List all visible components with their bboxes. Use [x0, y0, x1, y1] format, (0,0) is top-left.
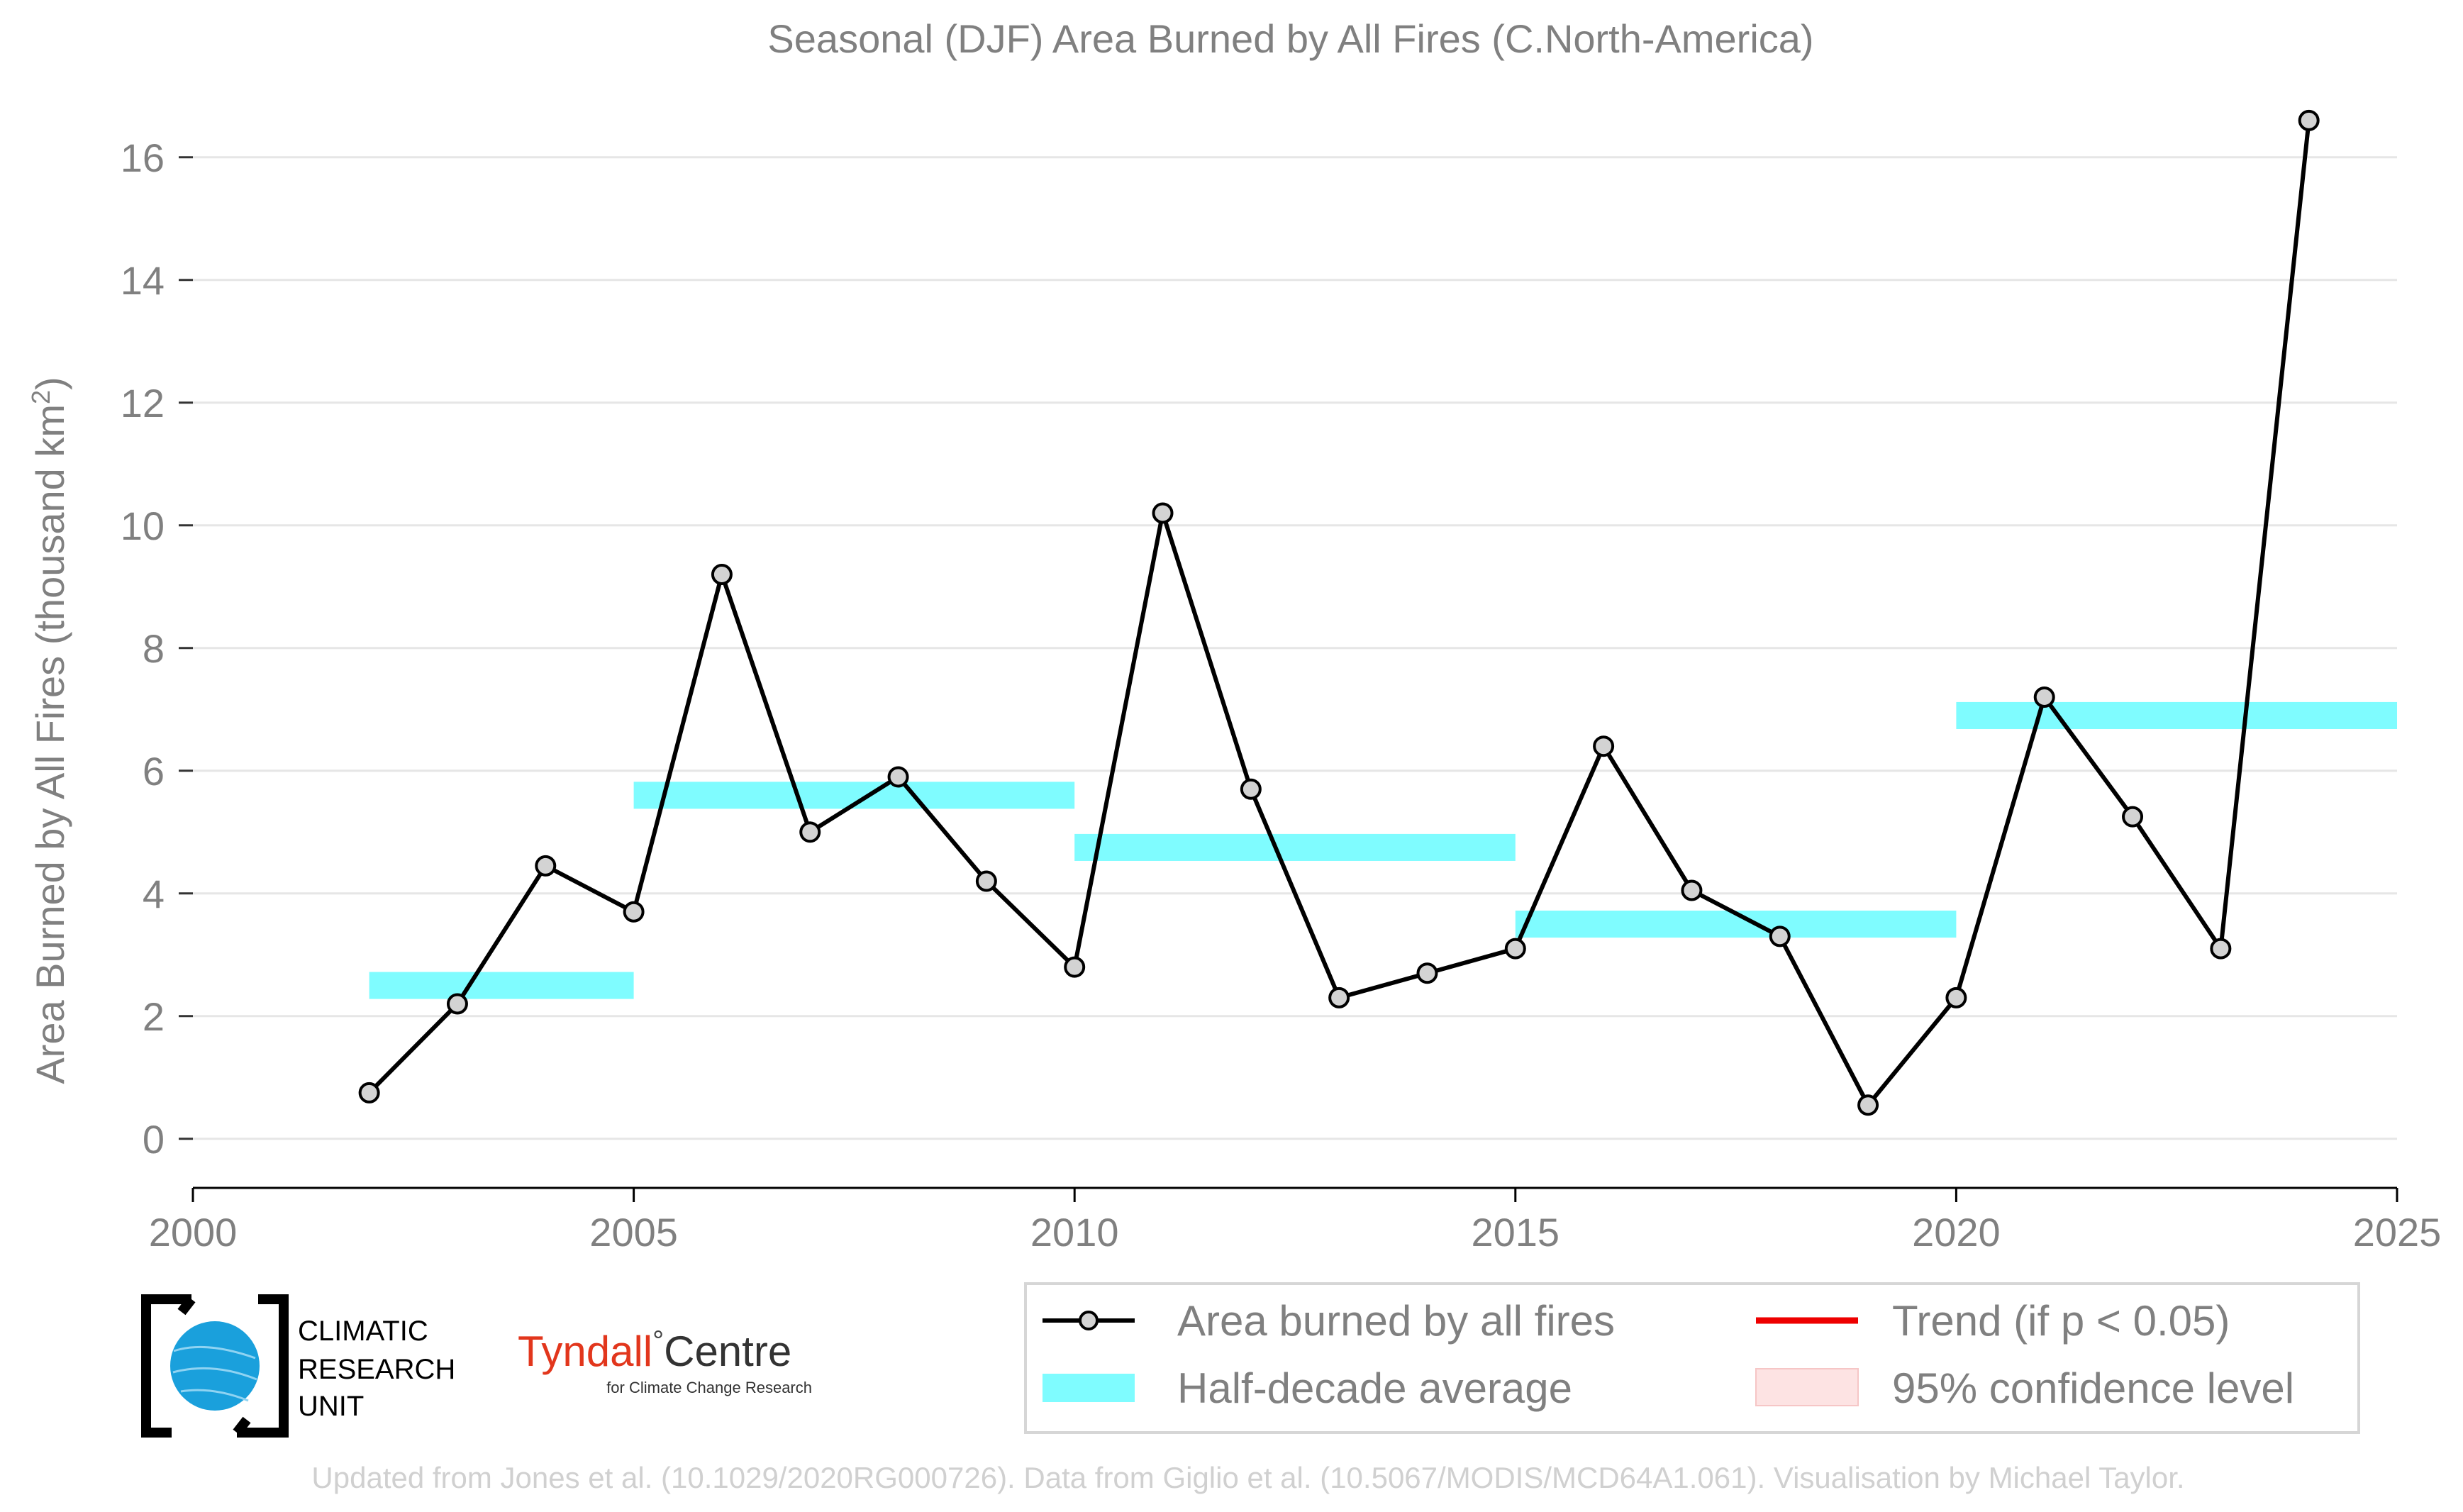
cru-text-line2: RESEARCH [298, 1354, 455, 1385]
legend-ci-icon [1755, 1368, 1859, 1406]
data-point [2298, 109, 2320, 131]
half-decade-bar [369, 972, 634, 999]
data-point [358, 1082, 380, 1104]
cru-text-line1: CLIMATIC [298, 1316, 428, 1347]
data-point [975, 870, 997, 892]
data-point [623, 901, 645, 923]
legend: Area burned by all fires Trend (if p < 0… [1024, 1282, 2360, 1434]
data-point [1152, 502, 1174, 524]
data-point [1593, 735, 1615, 757]
x-tick-label: 2010 [1030, 1210, 1119, 1255]
cru-text-line3: UNIT [298, 1391, 364, 1422]
data-point [799, 821, 821, 843]
y-tick-label: 16 [121, 135, 165, 180]
data-point [446, 993, 468, 1015]
series-line [367, 120, 2311, 1108]
tyndall-subtitle: for Climate Change Research [606, 1379, 812, 1396]
legend-frame [1024, 1282, 2360, 1434]
data-point [2122, 806, 2144, 828]
series-points [358, 109, 2320, 1116]
svg-text:Tyndall°Centre: Tyndall°Centre [518, 1325, 791, 1375]
y-tick-label: 12 [121, 381, 165, 426]
series-line-path [367, 120, 2311, 1108]
data-point [1945, 986, 1967, 1008]
y-axis-label: Area Burned by All Fires (thousand km2) [26, 377, 73, 1084]
tyndall-logo: Tyndall°Centre for Climate Change Resear… [518, 1325, 812, 1396]
footer-credit: Updated from Jones et al. (10.1029/2020R… [311, 1461, 2184, 1494]
legend-marker-icon [1079, 1311, 1099, 1330]
x-tick-label: 2025 [2353, 1210, 2442, 1255]
tyndall-centre: Centre [664, 1328, 791, 1375]
legend-label-trend: Trend (if p < 0.05) [1892, 1297, 2230, 1345]
tyndall-name: Tyndall [518, 1328, 652, 1375]
data-point [1504, 938, 1526, 960]
data-point [1857, 1094, 1879, 1116]
x-tick-label: 2005 [589, 1210, 678, 1255]
y-tick-label: 14 [121, 258, 165, 303]
globe-icon [170, 1321, 260, 1411]
chart-title: Seasonal (DJF) Area Burned by All Fires … [767, 16, 1813, 61]
y-tick-label: 4 [143, 872, 165, 916]
data-point [1416, 962, 1438, 984]
data-point [1328, 986, 1350, 1008]
x-tick-label: 2020 [1912, 1210, 2001, 1255]
legend-band-icon [1043, 1374, 1135, 1402]
y-tick-label: 10 [121, 504, 165, 548]
tyndall-degree: ° [652, 1325, 664, 1357]
y-tick-label: 8 [143, 626, 165, 671]
data-point [1240, 778, 1262, 800]
y-axis: 0 2 4 6 8 10 12 14 16 [121, 135, 193, 1162]
data-point [887, 766, 909, 788]
grid [193, 156, 2397, 1140]
data-point [1769, 925, 1791, 947]
x-tick-label: 2015 [1472, 1210, 1560, 1255]
half-decade-bar [1074, 833, 1516, 861]
legend-label-series: Area burned by all fires [1177, 1297, 1615, 1345]
x-axis: 2000 2005 2010 2015 2020 2025 [149, 1186, 2442, 1255]
data-point [711, 564, 733, 585]
y-tick-label: 2 [143, 994, 165, 1039]
x-tick-label: 2000 [149, 1210, 238, 1255]
data-point [2210, 938, 2232, 960]
cru-bracket-icon [141, 1294, 191, 1438]
cru-logo: CLIMATIC RESEARCH UNIT [141, 1294, 455, 1438]
data-point [1681, 879, 1703, 901]
y-tick-label: 6 [143, 749, 165, 794]
data-point [1064, 956, 1086, 978]
data-point [2033, 686, 2055, 708]
legend-label-band: Half-decade average [1177, 1364, 1572, 1412]
legend-label-ci: 95% confidence level [1892, 1364, 2294, 1412]
half-decade-bar [1956, 701, 2397, 729]
half-decade-bands [369, 701, 2397, 999]
y-tick-label: 0 [143, 1117, 165, 1162]
data-point [535, 855, 557, 877]
